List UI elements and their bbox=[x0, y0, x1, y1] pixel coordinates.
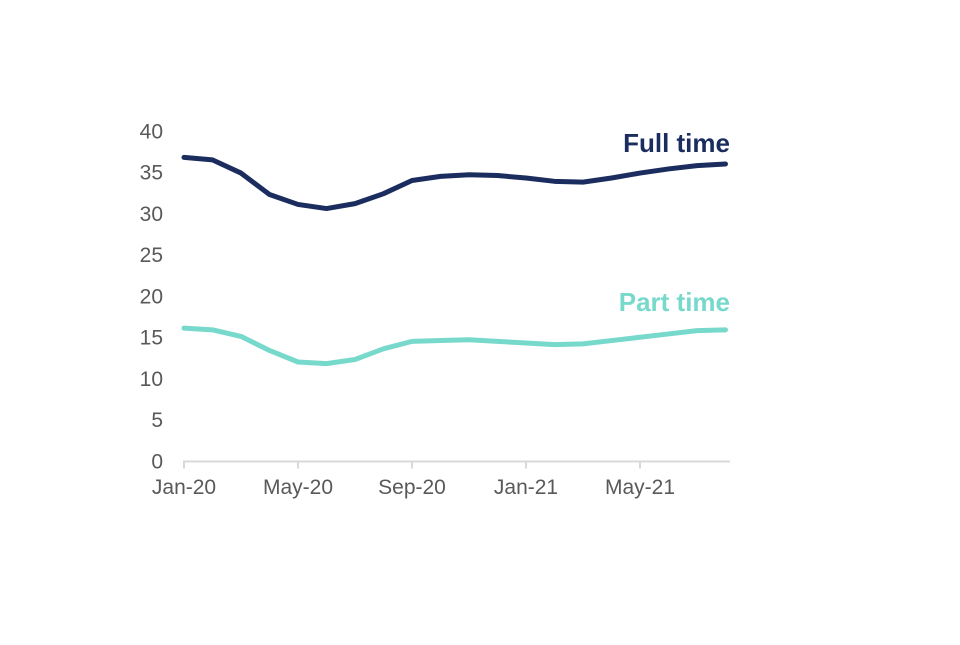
series-label-part-time: Part time bbox=[619, 287, 730, 317]
y-tick-label-5: 5 bbox=[151, 409, 163, 432]
x-tick-label-Jan-21: Jan-21 bbox=[494, 476, 558, 499]
x-tick-label-Jan-20: Jan-20 bbox=[152, 476, 216, 499]
y-tick-label-15: 15 bbox=[140, 327, 163, 350]
series-line-full-time bbox=[181, 154, 728, 212]
y-tick-label-25: 25 bbox=[140, 244, 163, 267]
x-tick-label-May-21: May-21 bbox=[605, 476, 675, 499]
annotation-layer: Full time Part time bbox=[619, 128, 730, 317]
series-layer bbox=[181, 154, 728, 367]
y-tick-label-40: 40 bbox=[140, 120, 163, 143]
y-tick-label-35: 35 bbox=[140, 162, 163, 185]
series-label-full-time: Full time bbox=[623, 128, 730, 158]
x-tick-label-May-20: May-20 bbox=[263, 476, 333, 499]
x-tick-label-Sep-20: Sep-20 bbox=[378, 476, 446, 499]
y-tick-label-20: 20 bbox=[140, 285, 163, 308]
y-tick-label-10: 10 bbox=[140, 368, 163, 391]
y-tick-label-30: 30 bbox=[140, 203, 163, 226]
series-line-part-time bbox=[181, 325, 728, 367]
y-tick-label-0: 0 bbox=[151, 450, 163, 473]
axis-layer: Jan-20 May-20 Sep-20 Jan-21 May-21 0 5 10 15 20 25… bbox=[140, 120, 730, 499]
